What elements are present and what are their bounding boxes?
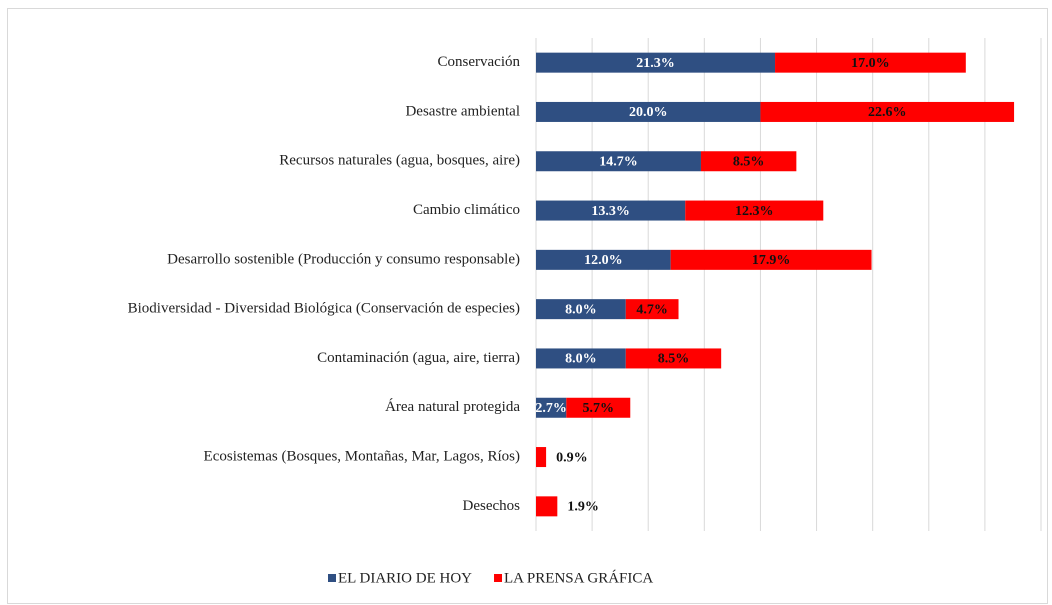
bar-segment (536, 249, 671, 270)
bar-segment (566, 397, 631, 418)
bar-segment (760, 101, 1015, 122)
legend-swatch (494, 574, 503, 582)
y-tick-label: Contaminación (agua, aire, tierra) (317, 350, 520, 366)
data-label: 14.7% (599, 154, 638, 169)
data-label: 17.9% (752, 253, 791, 268)
bar-segment (536, 348, 626, 369)
data-label: 1.9% (567, 500, 599, 515)
data-label: 0.9% (556, 450, 588, 465)
data-label: 8.0% (565, 352, 597, 367)
bar-segment (536, 447, 547, 468)
y-tick-label: Biodiversidad - Diversidad Biológica (Co… (128, 301, 520, 317)
data-label: 2.7% (535, 401, 567, 416)
data-label: 5.7% (583, 401, 615, 416)
y-tick-label: Recursos naturales (agua, bosques, aire) (279, 153, 520, 169)
bar-segment (536, 496, 558, 517)
data-label: 8.0% (565, 302, 597, 317)
y-tick-label: Cambio climático (413, 202, 520, 218)
y-tick-label: Conservación (438, 54, 521, 70)
bar-segment (775, 52, 966, 73)
legend-label: EL DIARIO DE HOY (338, 570, 472, 586)
data-label: 8.5% (658, 352, 690, 367)
data-label: 17.0% (851, 56, 890, 71)
y-tick-label: Ecosistemas (Bosques, Montañas, Mar, Lag… (204, 448, 520, 464)
data-label: 8.5% (733, 154, 765, 169)
bar-segment (536, 200, 686, 221)
data-label: 4.7% (636, 302, 668, 317)
bar-segment (536, 101, 761, 122)
y-tick-label: Desastre ambiental (405, 103, 520, 119)
y-tick-label: Desarrollo sostenible (Producción y cons… (167, 251, 520, 267)
bar-segment (625, 299, 679, 320)
data-label: 12.0% (584, 253, 623, 268)
bar-segment (625, 348, 722, 369)
bar-segment (700, 151, 797, 172)
bar-segment (670, 249, 872, 270)
y-tick-label: Desechos (463, 498, 521, 514)
bar-segment (536, 397, 567, 418)
y-tick-label: Área natural protegida (385, 398, 520, 415)
bar-segment (536, 299, 626, 320)
data-label: 22.6% (868, 105, 907, 120)
legend-label: LA PRENSA GRÁFICA (504, 569, 653, 586)
bar-segment (536, 52, 776, 73)
data-label: 13.3% (591, 204, 630, 219)
bar-segment (685, 200, 824, 221)
legend-swatch (328, 574, 336, 582)
bar-segment (536, 151, 701, 172)
data-label: 21.3% (636, 56, 675, 71)
data-label: 12.3% (735, 204, 774, 219)
data-label: 20.0% (629, 105, 668, 120)
